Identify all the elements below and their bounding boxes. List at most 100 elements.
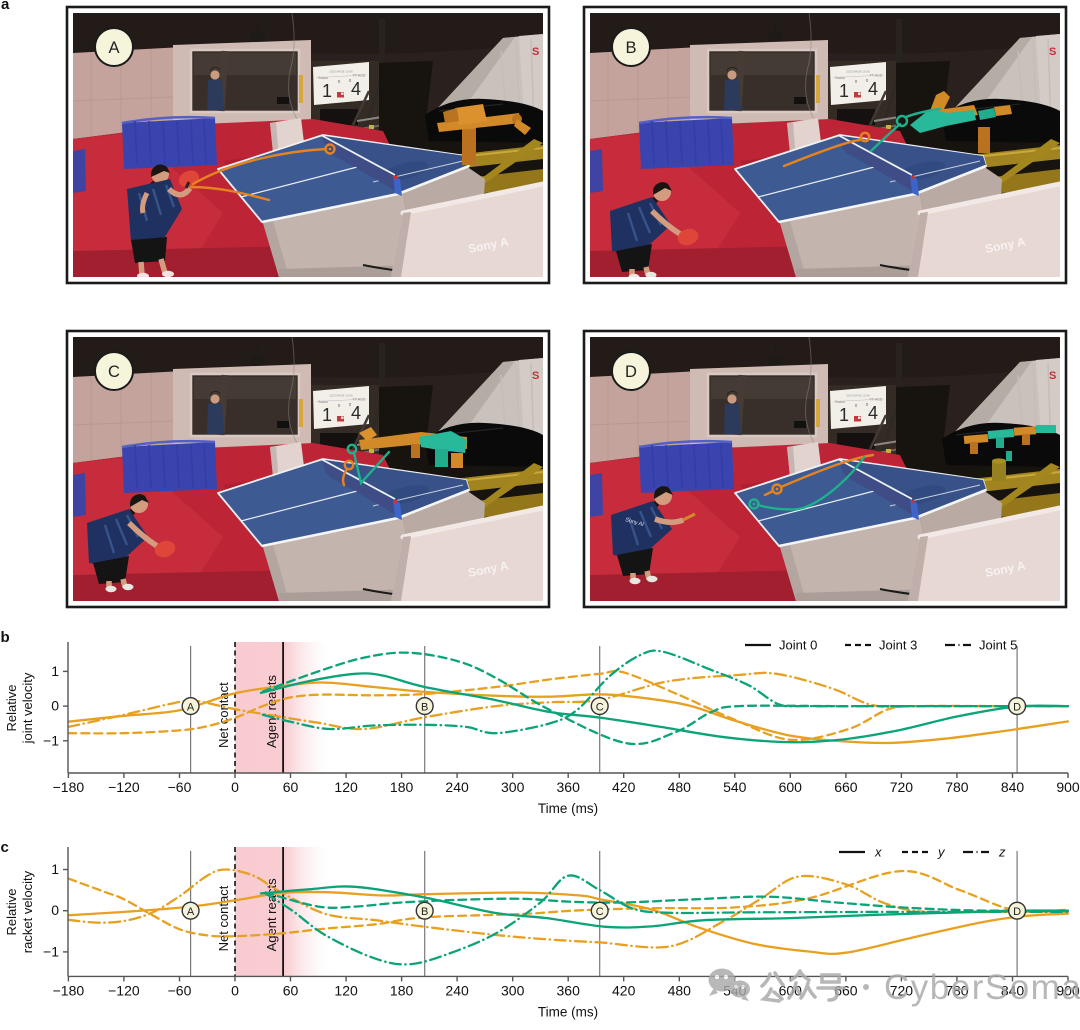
svg-text:1: 1 — [839, 81, 849, 101]
svg-text:480: 480 — [668, 779, 692, 795]
svg-text:0: 0 — [855, 403, 858, 408]
svg-text:0: 0 — [866, 78, 869, 83]
svg-text:A: A — [187, 906, 195, 918]
svg-text:60: 60 — [283, 779, 299, 795]
svg-text:720: 720 — [890, 982, 914, 998]
svg-text:900: 900 — [1056, 982, 1080, 998]
svg-text:600: 600 — [779, 779, 803, 795]
svg-text:660: 660 — [834, 779, 858, 795]
svg-text:2023/04/28 10:56: 2023/04/28 10:56 — [846, 394, 870, 398]
svg-text:420: 420 — [612, 982, 636, 998]
svg-text:S: S — [532, 370, 539, 382]
svg-text:D: D — [1013, 906, 1021, 918]
svg-text:300: 300 — [501, 982, 525, 998]
svg-text:Satou: Satou — [318, 76, 327, 80]
svg-text:4: 4 — [351, 403, 361, 423]
svg-text:1: 1 — [322, 405, 332, 425]
svg-text:CyberSoma: CyberSoma — [884, 968, 1080, 1007]
svg-text:1: 1 — [839, 405, 849, 425]
svg-text:Joint 0: Joint 0 — [779, 638, 817, 653]
svg-text:720: 720 — [890, 779, 914, 795]
svg-text:a: a — [1, 0, 10, 13]
svg-text:S: S — [1049, 46, 1056, 58]
svg-text:360: 360 — [557, 779, 581, 795]
svg-text:A: A — [187, 701, 195, 713]
svg-text:−180: −180 — [53, 779, 85, 795]
svg-text:B: B — [421, 906, 428, 918]
svg-text:Time (ms): Time (ms) — [538, 801, 598, 816]
svg-text:4: 4 — [868, 79, 878, 99]
svg-text:1: 1 — [51, 861, 59, 877]
svg-text:0: 0 — [855, 79, 858, 84]
svg-text:−1: −1 — [43, 943, 59, 959]
svg-text:Joint 3: Joint 3 — [879, 638, 917, 653]
svg-text:0: 0 — [231, 982, 239, 998]
svg-text:Joint 5: Joint 5 — [979, 638, 1017, 653]
svg-text:Satou: Satou — [318, 400, 327, 404]
svg-text:Satou: Satou — [835, 76, 844, 80]
svg-text:900: 900 — [1056, 779, 1080, 795]
svg-text:0: 0 — [349, 78, 352, 83]
svg-text:0: 0 — [349, 402, 352, 407]
svg-text:D: D — [625, 363, 637, 381]
svg-text:2023/04/28 10:56: 2023/04/28 10:56 — [846, 70, 870, 74]
svg-text:360: 360 — [557, 982, 581, 998]
svg-text:−1: −1 — [43, 732, 59, 748]
svg-text:Net contact: Net contact — [216, 885, 231, 951]
svg-text:0: 0 — [866, 402, 869, 407]
svg-text:A: A — [108, 39, 119, 57]
svg-text:S: S — [1049, 370, 1056, 382]
svg-text:4: 4 — [351, 79, 361, 99]
svg-text:z: z — [998, 845, 1006, 860]
svg-text:Satou: Satou — [835, 400, 844, 404]
svg-text:C: C — [596, 906, 604, 918]
svg-text:C: C — [108, 363, 120, 381]
svg-text:180: 180 — [390, 779, 414, 795]
svg-text:840: 840 — [1001, 779, 1025, 795]
svg-text:60: 60 — [283, 982, 299, 998]
svg-text:B: B — [421, 701, 428, 713]
svg-text:x: x — [874, 845, 882, 860]
svg-text:540: 540 — [723, 779, 747, 795]
svg-text:−180: −180 — [53, 982, 85, 998]
svg-text:−60: −60 — [168, 982, 192, 998]
svg-text:Time (ms): Time (ms) — [538, 1004, 598, 1019]
svg-text:180: 180 — [390, 982, 414, 998]
svg-text:D: D — [1013, 701, 1021, 713]
svg-text:c: c — [1, 839, 9, 856]
svg-text:0: 0 — [338, 403, 341, 408]
svg-text:1: 1 — [51, 663, 59, 679]
svg-text:780: 780 — [945, 779, 969, 795]
svg-text:Agent reacts: Agent reacts — [264, 675, 279, 748]
svg-text:4: 4 — [868, 403, 878, 423]
svg-text:0: 0 — [231, 779, 239, 795]
svg-text:S: S — [532, 46, 539, 58]
svg-text:480: 480 — [668, 982, 692, 998]
svg-text:y: y — [937, 845, 946, 860]
svg-text:120: 120 — [334, 982, 358, 998]
svg-text:−120: −120 — [108, 982, 140, 998]
svg-text:240: 240 — [445, 779, 469, 795]
svg-text:−120: −120 — [108, 779, 140, 795]
svg-text:Net contact: Net contact — [216, 682, 231, 748]
svg-text:Sony AI: Sony AI — [624, 517, 644, 528]
svg-text:C: C — [596, 701, 604, 713]
svg-text:0: 0 — [51, 698, 59, 714]
svg-text:Agent reacts: Agent reacts — [264, 878, 279, 951]
svg-text:B: B — [625, 39, 636, 57]
svg-text:300: 300 — [501, 779, 525, 795]
svg-text:joint velocity: joint velocity — [20, 672, 35, 744]
svg-text:0: 0 — [338, 79, 341, 84]
svg-text:420: 420 — [612, 779, 636, 795]
svg-text:780: 780 — [945, 982, 969, 998]
svg-text:0: 0 — [51, 902, 59, 918]
svg-text:Relative: Relative — [4, 889, 19, 936]
svg-text:2023/04/28 10:56: 2023/04/28 10:56 — [329, 394, 353, 398]
svg-text:240: 240 — [445, 982, 469, 998]
svg-text:1: 1 — [322, 81, 332, 101]
svg-text:racket velocity: racket velocity — [20, 870, 35, 953]
svg-text:120: 120 — [334, 779, 358, 795]
svg-text:2023/04/28 10:56: 2023/04/28 10:56 — [329, 70, 353, 74]
svg-text:−60: −60 — [168, 779, 192, 795]
svg-text:b: b — [1, 629, 10, 646]
